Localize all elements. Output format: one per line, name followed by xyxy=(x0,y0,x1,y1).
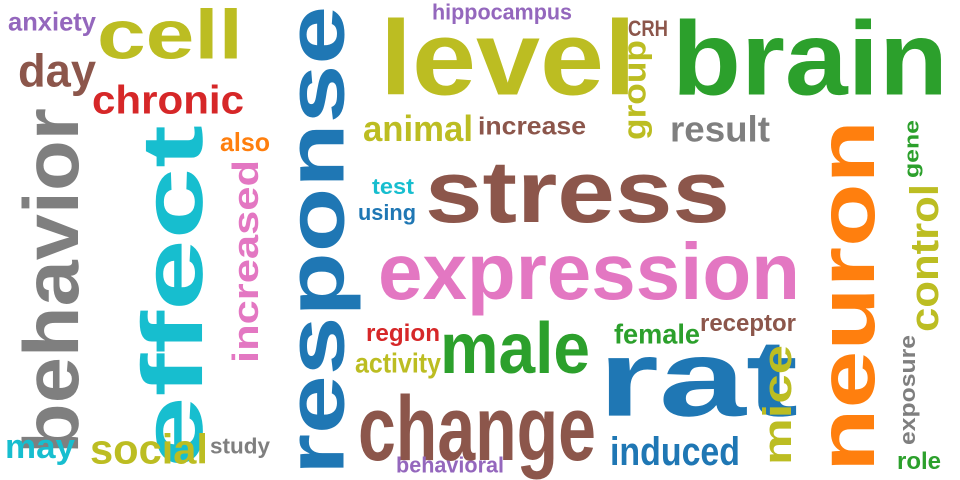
word-activity: activity xyxy=(355,347,441,380)
word-expression: expression xyxy=(378,226,800,317)
word-increased: increased xyxy=(226,160,267,363)
word-level: level xyxy=(380,0,636,118)
word-using: using xyxy=(358,199,416,226)
word-mice: mice xyxy=(755,345,801,465)
word-may: may xyxy=(5,428,75,466)
word-test: test xyxy=(372,175,414,200)
word-male: male xyxy=(440,307,590,389)
word-behavioral: behavioral xyxy=(396,451,504,478)
word-study: study xyxy=(210,434,270,459)
word-social: social xyxy=(90,424,208,473)
word-result: result xyxy=(670,109,770,150)
word-gene: gene xyxy=(901,120,924,178)
word-chronic: chronic xyxy=(92,77,244,122)
word-also: also xyxy=(220,127,270,158)
word-behavior: behavior xyxy=(7,107,95,454)
word-change: change xyxy=(358,377,596,480)
word-animal: animal xyxy=(363,109,473,150)
word-cell: cell xyxy=(97,0,243,74)
word-brain: brain xyxy=(672,0,948,117)
word-role: role xyxy=(897,447,941,476)
word-group: group xyxy=(617,40,653,140)
word-receptor: receptor xyxy=(700,310,796,337)
word-exposure: exposure xyxy=(896,335,921,445)
word-day: day xyxy=(18,44,96,97)
word-region: region xyxy=(366,320,440,347)
word-rat: rat xyxy=(598,318,798,440)
word-hippocampus: hippocampus xyxy=(432,0,572,25)
word-neuron: neuron xyxy=(802,119,892,472)
word-increase: increase xyxy=(478,112,586,141)
word-female: female xyxy=(614,317,700,350)
word-anxiety: anxiety xyxy=(8,7,96,37)
word-crh: CRH xyxy=(628,15,668,41)
word-effect: effect xyxy=(124,124,221,468)
word-induced: induced xyxy=(610,429,740,475)
word-control: control xyxy=(902,184,948,332)
word-response: response xyxy=(269,6,362,475)
word-stress: stress xyxy=(425,142,730,241)
